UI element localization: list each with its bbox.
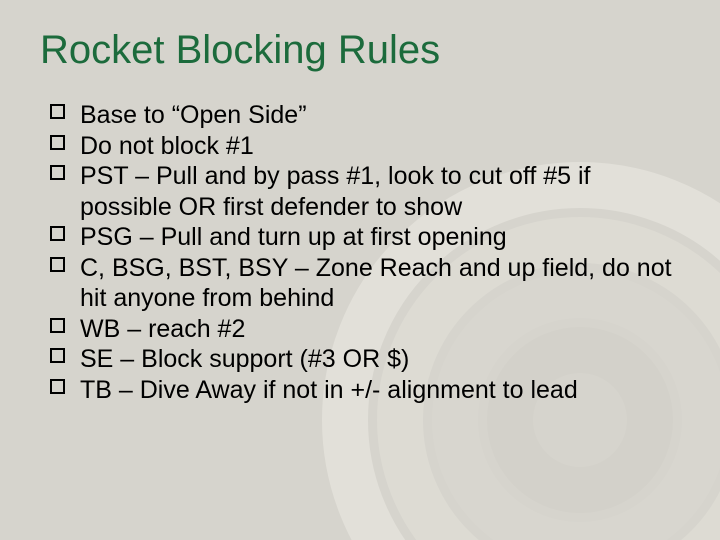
bullet-text: SE – Block support (#3 OR $) xyxy=(80,345,409,373)
bullet-item: SE – Block support (#3 OR $) xyxy=(50,344,680,375)
bullet-text: PSG – Pull and turn up at first opening xyxy=(80,223,507,251)
bullet-text: Do not block #1 xyxy=(80,132,254,160)
square-bullet-icon xyxy=(50,135,65,150)
square-bullet-icon xyxy=(50,348,65,363)
square-bullet-icon xyxy=(50,379,65,394)
slide-content: Rocket Blocking Rules Base to “Open Side… xyxy=(0,0,720,405)
bullet-item: PST – Pull and by pass #1, look to cut o… xyxy=(50,161,680,222)
square-bullet-icon xyxy=(50,257,65,272)
slide: Rocket Blocking Rules Base to “Open Side… xyxy=(0,0,720,540)
bullet-list: Base to “Open Side” Do not block #1 PST … xyxy=(50,100,680,405)
bullet-item: TB – Dive Away if not in +/- alignment t… xyxy=(50,375,680,406)
bullet-item: Do not block #1 xyxy=(50,131,680,162)
slide-title: Rocket Blocking Rules xyxy=(40,28,680,72)
square-bullet-icon xyxy=(50,104,65,119)
bullet-text: C, BSG, BST, BSY – Zone Reach and up fie… xyxy=(80,254,672,313)
bullet-item: PSG – Pull and turn up at first opening xyxy=(50,222,680,253)
bullet-text: PST – Pull and by pass #1, look to cut o… xyxy=(80,162,591,221)
bullet-item: Base to “Open Side” xyxy=(50,100,680,131)
square-bullet-icon xyxy=(50,165,65,180)
square-bullet-icon xyxy=(50,318,65,333)
bullet-text: Base to “Open Side” xyxy=(80,101,307,129)
bullet-text: TB – Dive Away if not in +/- alignment t… xyxy=(80,376,578,404)
square-bullet-icon xyxy=(50,226,65,241)
bullet-text: WB – reach #2 xyxy=(80,315,245,343)
bullet-item: WB – reach #2 xyxy=(50,314,680,345)
bullet-item: C, BSG, BST, BSY – Zone Reach and up fie… xyxy=(50,253,680,314)
